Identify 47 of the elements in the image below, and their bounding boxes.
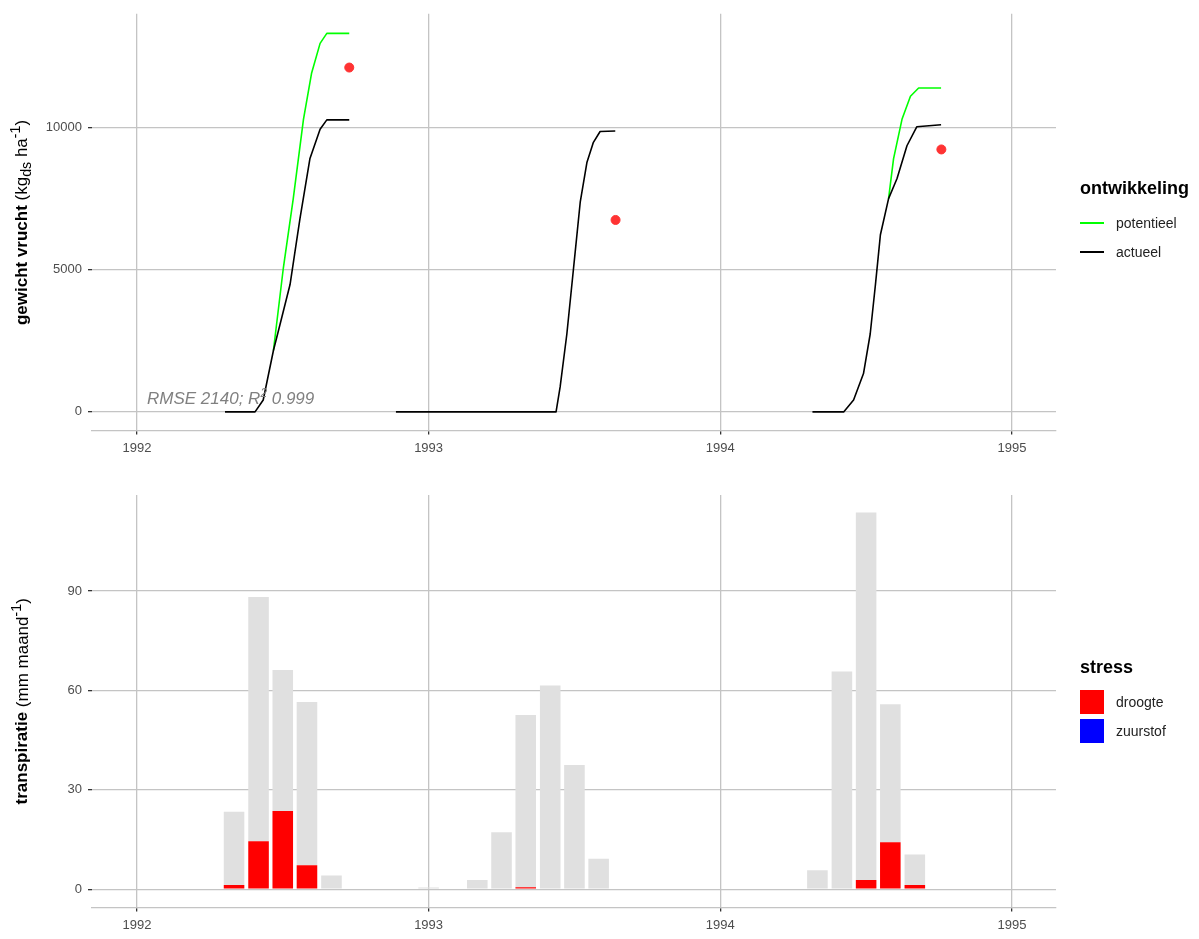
x-tick-label: 1994 bbox=[705, 439, 735, 455]
legend-label: zuurstof bbox=[1116, 723, 1166, 740]
bar bbox=[223, 884, 245, 889]
point bbox=[344, 62, 355, 73]
x-tick-label: 1995 bbox=[997, 439, 1027, 455]
bar bbox=[539, 685, 561, 889]
bar bbox=[491, 832, 512, 889]
legend-title: stress bbox=[1080, 656, 1135, 678]
bar bbox=[855, 879, 877, 889]
x-tick-label: 1992 bbox=[122, 439, 152, 455]
bar bbox=[831, 671, 853, 889]
legend-title: ontwikkeling bbox=[1080, 177, 1190, 199]
point bbox=[610, 214, 621, 225]
bar bbox=[855, 512, 877, 880]
x-tick-label: 1993 bbox=[414, 916, 444, 932]
y-tick-label: 0 bbox=[74, 403, 82, 419]
bar bbox=[248, 841, 269, 889]
bar bbox=[467, 879, 488, 889]
x-tick-label: 1992 bbox=[122, 916, 152, 932]
y-tick-label: 90 bbox=[67, 582, 82, 598]
bar bbox=[904, 854, 926, 885]
point bbox=[936, 144, 947, 155]
y-tick-label: 0 bbox=[74, 880, 82, 896]
bar bbox=[807, 870, 828, 889]
bar bbox=[321, 875, 342, 889]
bar bbox=[272, 811, 294, 889]
legend-label: droogte bbox=[1116, 694, 1164, 711]
bar bbox=[880, 704, 901, 843]
y-tick-label: 5000 bbox=[53, 261, 82, 277]
x-tick-label: 1993 bbox=[414, 439, 444, 455]
bar bbox=[296, 865, 318, 889]
bar bbox=[296, 702, 318, 866]
bar bbox=[272, 669, 294, 812]
bar bbox=[564, 764, 585, 889]
bar bbox=[588, 858, 609, 889]
bar bbox=[248, 597, 269, 842]
bar bbox=[515, 714, 537, 888]
bar bbox=[880, 842, 901, 889]
legend-label: actueel bbox=[1116, 244, 1162, 261]
x-tick-label: 1995 bbox=[997, 916, 1027, 932]
bar bbox=[223, 811, 245, 885]
y-tick-label: 10000 bbox=[45, 119, 82, 135]
y-tick-label: 60 bbox=[67, 682, 82, 698]
y-tick-label: 30 bbox=[67, 781, 82, 797]
x-tick-label: 1994 bbox=[705, 916, 735, 932]
legend-label: potentieel bbox=[1116, 215, 1177, 232]
bar bbox=[904, 884, 926, 889]
